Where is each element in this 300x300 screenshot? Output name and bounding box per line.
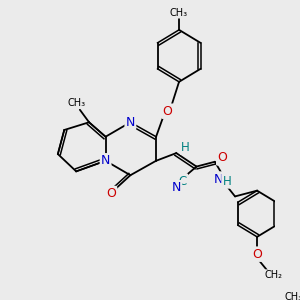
- Text: CH₃: CH₃: [67, 98, 85, 108]
- Text: H: H: [222, 175, 231, 188]
- Text: CH₂: CH₂: [265, 270, 283, 280]
- Text: CH₃: CH₃: [170, 8, 188, 17]
- Text: N: N: [172, 181, 181, 194]
- Text: CH₃: CH₃: [285, 292, 300, 300]
- Text: O: O: [163, 105, 172, 118]
- Text: N: N: [126, 116, 135, 129]
- Text: H: H: [181, 141, 190, 154]
- Text: O: O: [106, 187, 116, 200]
- Text: N: N: [214, 172, 223, 186]
- Text: O: O: [252, 248, 262, 261]
- Text: N: N: [101, 154, 110, 167]
- Text: O: O: [217, 152, 227, 164]
- Text: C: C: [178, 175, 187, 188]
